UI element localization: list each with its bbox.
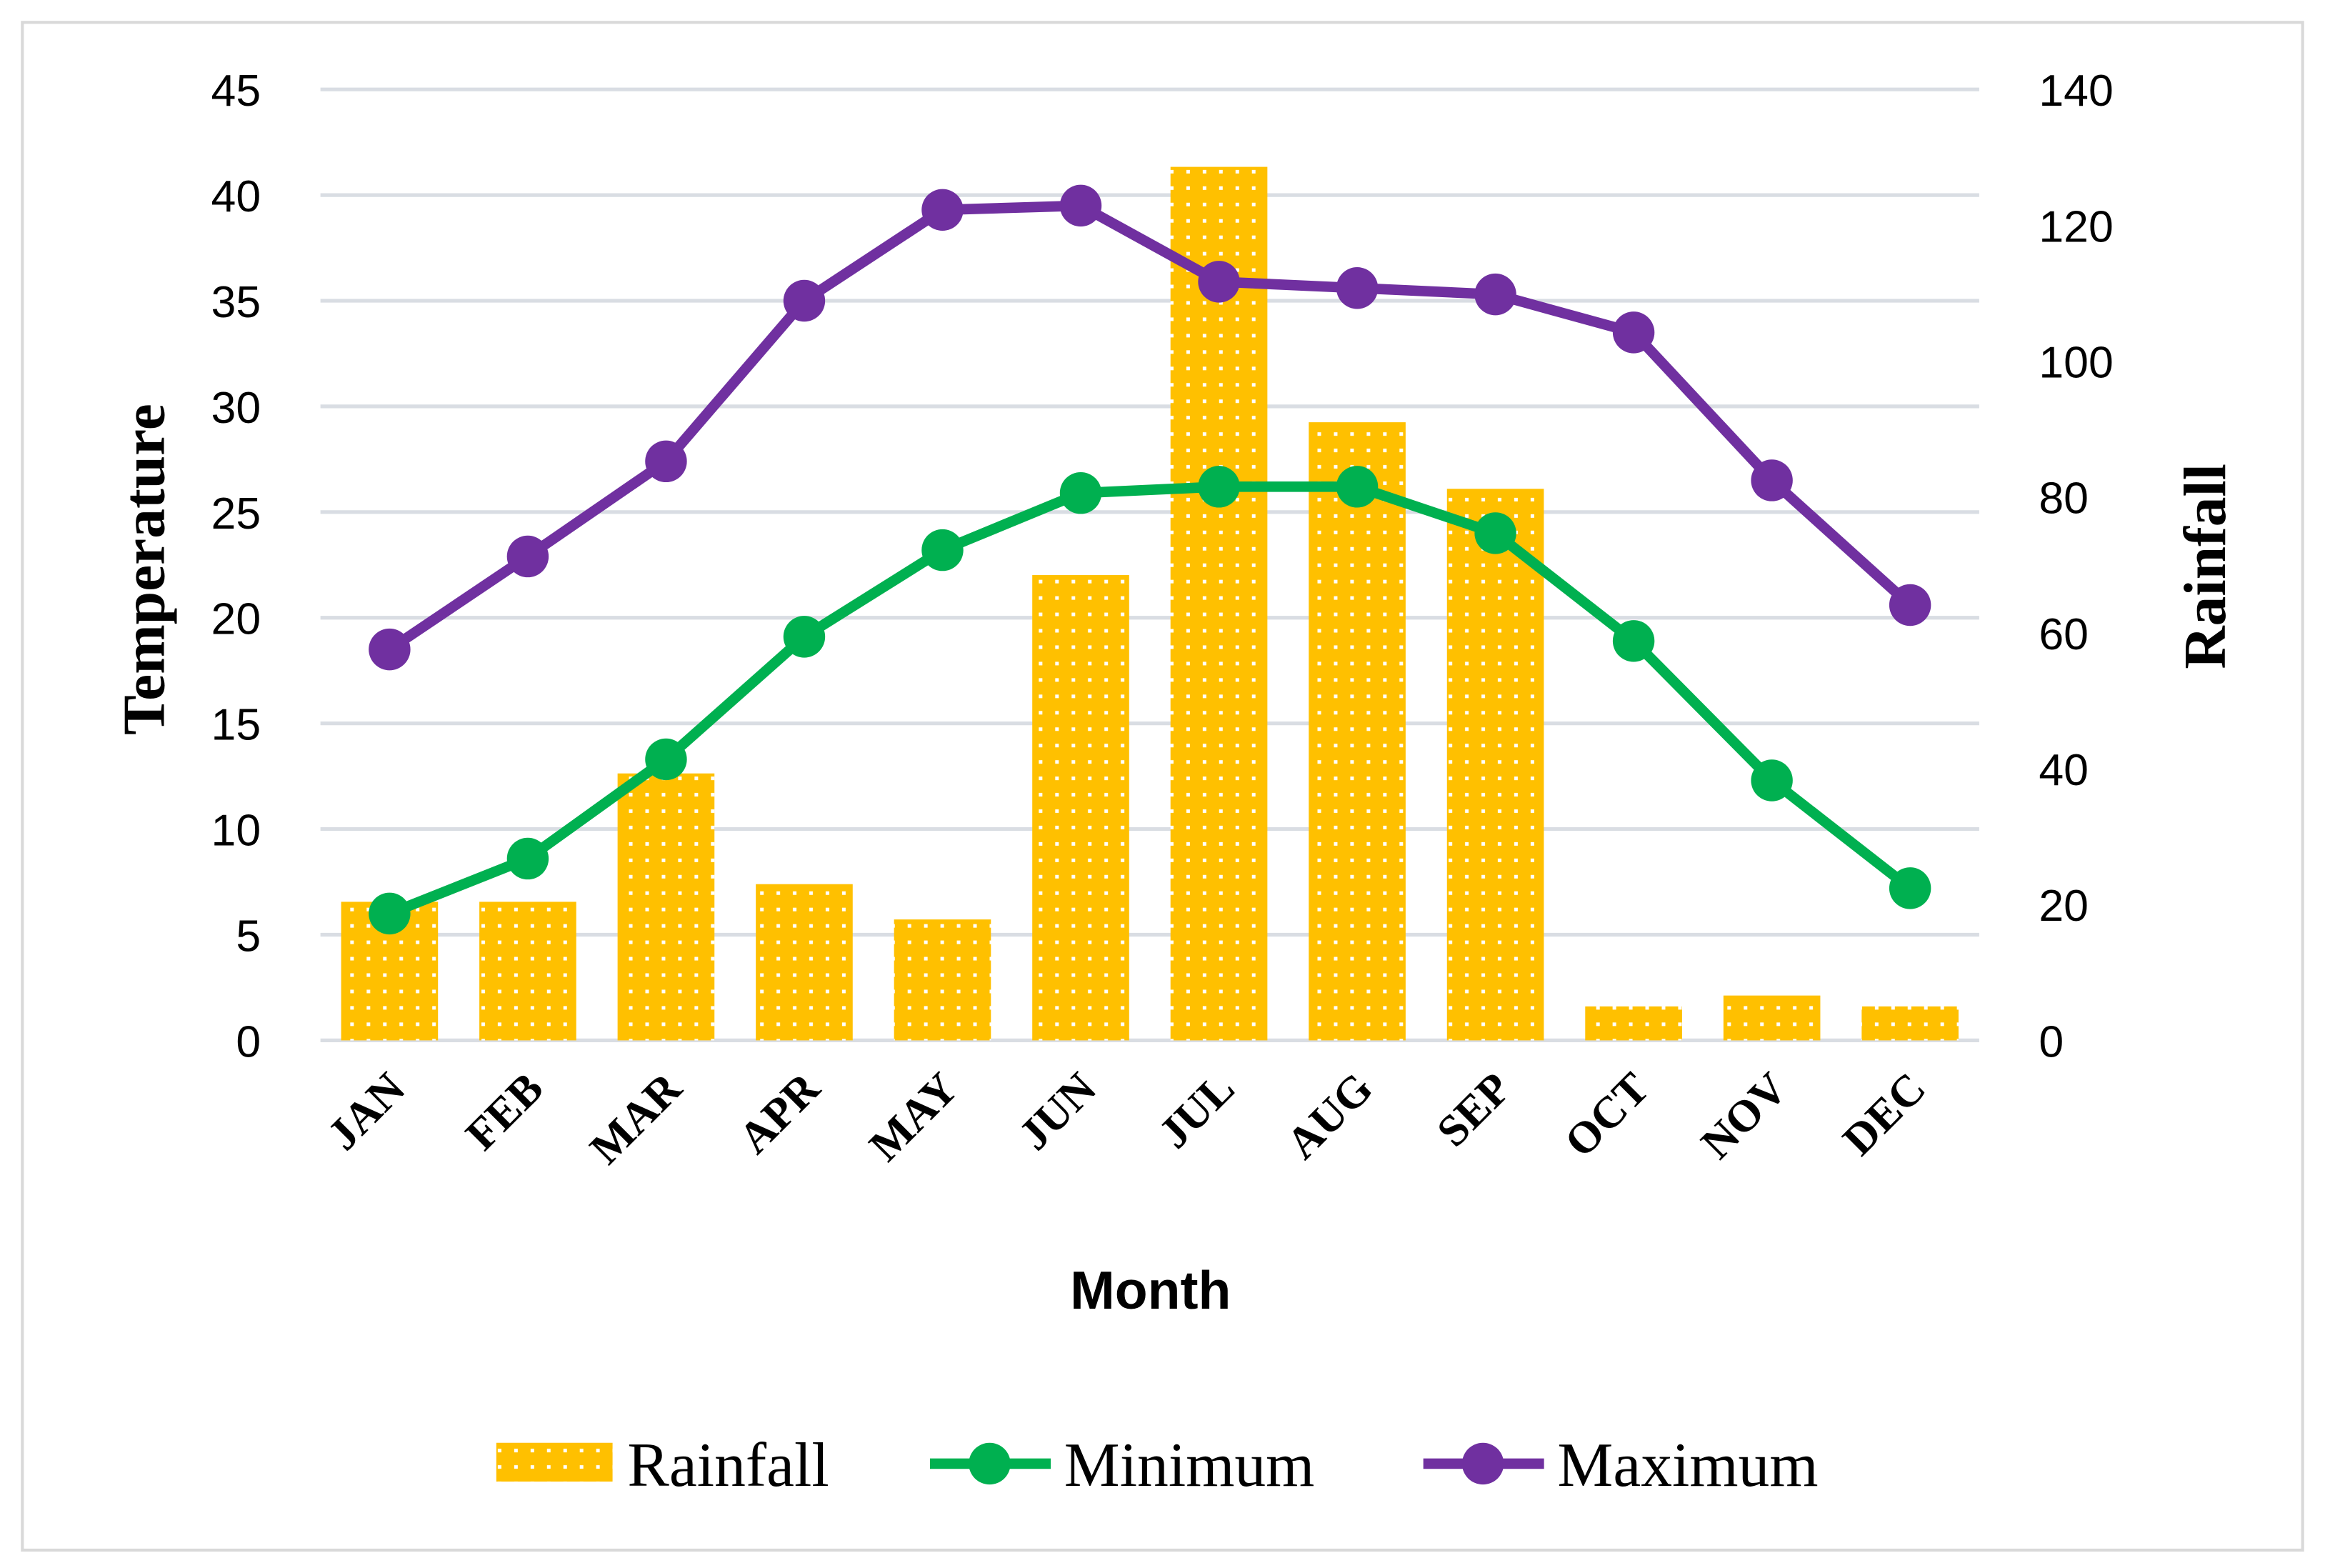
figure-frame: [21, 21, 2304, 1552]
point-maximum: [1336, 267, 1379, 309]
bar-rainfall: [1309, 422, 1406, 1041]
point-maximum: [1198, 261, 1240, 303]
y-tick-label: 45: [211, 66, 261, 116]
bar-rainfall: [1585, 1006, 1682, 1041]
point-maximum: [1751, 459, 1793, 501]
y-tick-label: 40: [211, 171, 261, 221]
y2-tick-label: 100: [2039, 337, 2113, 387]
y-tick-label: 25: [211, 489, 261, 539]
bar-rainfall: [1723, 995, 1821, 1041]
legend: Rainfall Minimum Maximum: [496, 1430, 1819, 1499]
y2-tick-label: 80: [2039, 474, 2089, 524]
point-maximum: [783, 279, 826, 322]
point-minimum: [645, 738, 687, 781]
bar-rainfall: [479, 902, 576, 1041]
y2-tick-label: 40: [2039, 745, 2089, 795]
bar-rainfall: [756, 884, 853, 1041]
y2-tick-label: 120: [2039, 201, 2113, 251]
legend-label-rainfall: Rainfall: [627, 1430, 829, 1499]
bar-rainfall: [1032, 575, 1129, 1041]
point-minimum: [1889, 867, 1931, 909]
legend-marker-maximum: [1461, 1442, 1504, 1485]
y2-tick-label: 0: [2039, 1017, 2064, 1067]
point-minimum: [1198, 466, 1240, 508]
point-minimum: [506, 837, 549, 880]
point-maximum: [645, 440, 687, 483]
point-minimum: [921, 529, 964, 571]
line-minimum: [387, 481, 1914, 919]
y-tick-label: 35: [211, 277, 261, 327]
point-maximum: [1889, 584, 1931, 626]
y-tick-label: 5: [236, 911, 261, 961]
bar-rainfall: [1170, 166, 1268, 1041]
point-minimum: [1336, 466, 1379, 508]
legend-marker-minimum: [969, 1442, 1011, 1485]
y-axis-title-left: Temperature: [112, 404, 178, 735]
point-maximum: [506, 535, 549, 578]
legend-swatch-rainfall: [496, 1442, 613, 1482]
y2-tick-label: 60: [2039, 609, 2089, 659]
point-maximum: [1474, 273, 1516, 316]
bar-rainfall: [617, 773, 715, 1041]
point-maximum: [1612, 311, 1655, 354]
y-axis-title-right: Rainfall: [2173, 464, 2239, 669]
point-minimum: [1612, 620, 1655, 662]
point-maximum: [1059, 184, 1102, 227]
point-minimum: [783, 616, 826, 658]
point-minimum: [1751, 759, 1793, 802]
y-tick-label: 15: [211, 700, 261, 750]
y-tick-label: 10: [211, 806, 261, 856]
line-maximum: [386, 200, 1914, 654]
point-minimum: [1474, 512, 1516, 554]
point-maximum: [369, 628, 411, 671]
point-minimum: [369, 892, 411, 935]
y-tick-label: 30: [211, 383, 261, 433]
y2-tick-label: 20: [2039, 881, 2089, 931]
x-axis-title: Month: [1070, 1260, 1231, 1320]
point-maximum: [921, 189, 964, 231]
y-tick-label: 0: [236, 1017, 261, 1067]
bar-rainfall: [894, 919, 991, 1041]
legend-label-maximum: Maximum: [1557, 1430, 1818, 1499]
y-tick-label: 20: [211, 594, 261, 644]
y2-tick-label: 140: [2039, 66, 2113, 116]
bar-rainfall: [1446, 489, 1544, 1041]
bar-rainfall: [1861, 1006, 1959, 1041]
point-minimum: [1059, 471, 1102, 514]
legend-label-minimum: Minimum: [1064, 1430, 1315, 1499]
